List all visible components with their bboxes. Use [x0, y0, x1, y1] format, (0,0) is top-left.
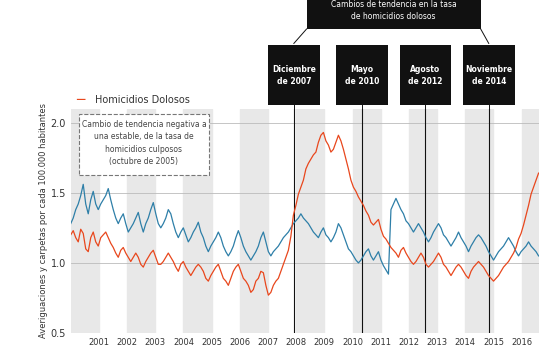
Text: Cambios de tendencia en la tasa
de homicidios dolosos: Cambios de tendencia en la tasa de homic…: [331, 0, 456, 21]
Bar: [409, 109, 437, 333]
Y-axis label: Averiguaciones y carpetas por cada 100.000 habitantes: Averiguaciones y carpetas por cada 100.0…: [39, 103, 48, 338]
Bar: [522, 109, 539, 333]
Bar: [71, 109, 99, 333]
Text: ─: ─: [76, 93, 84, 106]
Bar: [183, 109, 212, 333]
Text: Cambio de tendencia negativa a
una estable, de la tasa de
homicidios culposos
(o: Cambio de tendencia negativa a una estab…: [82, 120, 206, 166]
Text: Homicidios Dolosos: Homicidios Dolosos: [95, 94, 190, 105]
FancyBboxPatch shape: [79, 114, 209, 174]
Bar: [296, 109, 324, 333]
Bar: [465, 109, 493, 333]
Bar: [353, 109, 381, 333]
Text: Noviembre
de 2014: Noviembre de 2014: [465, 65, 512, 85]
Bar: [127, 109, 155, 333]
Text: Diciembre
de 2007: Diciembre de 2007: [272, 65, 316, 85]
Text: Agosto
de 2012: Agosto de 2012: [408, 65, 442, 85]
Bar: [240, 109, 268, 333]
Text: Mayo
de 2010: Mayo de 2010: [345, 65, 379, 85]
